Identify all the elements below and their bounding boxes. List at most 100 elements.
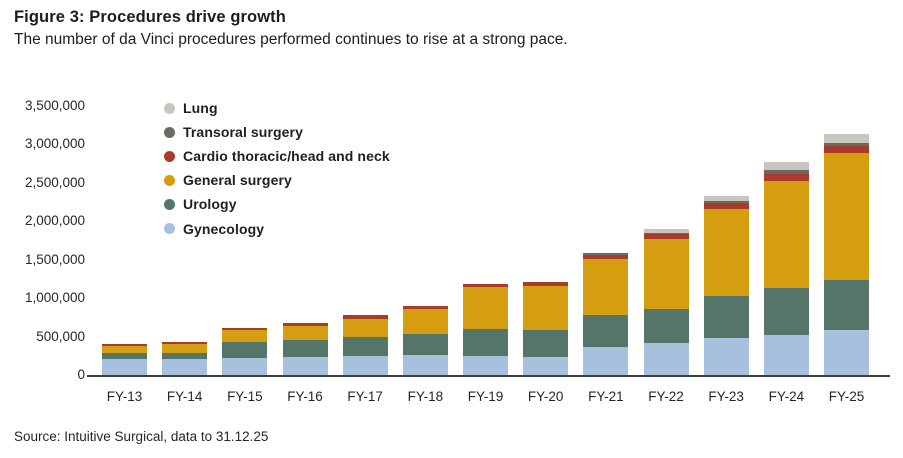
x-tick-label: FY-14 — [166, 389, 203, 404]
bar-segment-cardio-thoracic-head-and-neck — [463, 283, 509, 288]
legend-item-lung: Lung — [164, 100, 218, 116]
bar-segment-general-surgery — [583, 258, 629, 315]
bar-segment-transoral-surgery — [824, 143, 870, 147]
bar-segment-gynecology — [703, 338, 749, 375]
bar-segment-cardio-thoracic-head-and-neck — [162, 341, 208, 345]
bar-segment-urology — [824, 280, 870, 330]
legend-item-urology: Urology — [164, 196, 237, 212]
figure-subtitle: The number of da Vinci procedures perfor… — [14, 31, 568, 48]
bar-segment-general-surgery — [342, 318, 388, 337]
bar-segment-urology — [342, 336, 388, 356]
bar-segment-transoral-surgery — [583, 252, 629, 256]
bar-segment-lung — [703, 195, 749, 202]
bar-segment-transoral-surgery — [763, 170, 809, 174]
bar-segment-urology — [162, 353, 208, 360]
bar-segment-cardio-thoracic-head-and-neck — [643, 234, 689, 240]
bar-segment-urology — [643, 308, 689, 344]
bar-segment-lung — [824, 134, 870, 144]
bar-fy-17 — [342, 315, 388, 375]
bar-segment-cardio-thoracic-head-and-neck — [282, 323, 328, 327]
source-note: Source: Intuitive Surgical, data to 31.1… — [14, 429, 269, 444]
bar-segment-lung — [643, 229, 689, 233]
legend-label: General surgery — [183, 172, 292, 189]
bar-segment-transoral-surgery — [643, 232, 689, 235]
y-tick-label: 1,500,000 — [24, 251, 85, 267]
bar-fy-20 — [523, 281, 569, 375]
x-tick-label: FY-18 — [407, 389, 444, 404]
bar-segment-cardio-thoracic-head-and-neck — [523, 281, 569, 286]
bar-fy-19 — [463, 283, 509, 375]
bar-segment-general-surgery — [162, 344, 208, 354]
bar-segment-gynecology — [643, 343, 689, 375]
bar-segment-urology — [102, 352, 147, 359]
bar-segment-gynecology — [402, 355, 448, 375]
bar-segment-gynecology — [523, 356, 569, 375]
bar-segment-gynecology — [222, 358, 268, 375]
bar-segment-lung — [763, 162, 809, 171]
bar-segment-general-surgery — [523, 285, 569, 330]
bar-fy-25 — [824, 134, 870, 375]
x-tick-label: FY-21 — [588, 389, 624, 404]
legend-swatch-icon — [164, 126, 175, 138]
bar-fy-22 — [643, 229, 689, 375]
legend-swatch-icon — [164, 102, 175, 114]
bar-segment-urology — [222, 341, 268, 359]
y-tick-label: 0 — [77, 367, 85, 382]
legend-item-general-surgery: General surgery — [164, 172, 292, 188]
bar-segment-gynecology — [763, 335, 809, 375]
x-tick-label: FY-13 — [106, 389, 143, 404]
bar-segment-general-surgery — [463, 287, 509, 329]
bar-segment-urology — [523, 329, 569, 357]
legend-swatch-icon — [164, 198, 175, 210]
legend-swatch-icon — [164, 223, 175, 234]
legend-item-gynecology: Gynecology — [164, 221, 264, 237]
bar-fy-24 — [763, 162, 809, 375]
bar-segment-urology — [703, 295, 749, 339]
bar-segment-gynecology — [102, 358, 147, 375]
x-axis-line — [87, 375, 890, 377]
bar-segment-gynecology — [342, 355, 388, 375]
y-tick-label: 2,000,000 — [24, 213, 85, 229]
bar-segment-cardio-thoracic-head-and-neck — [222, 328, 268, 331]
bar-fy-23 — [703, 195, 749, 375]
bar-segment-cardio-thoracic-head-and-neck — [342, 315, 388, 319]
x-tick-label: FY-19 — [467, 389, 504, 404]
legend-label: Transoral surgery — [183, 124, 303, 141]
x-tick-label: FY-16 — [287, 389, 323, 404]
y-tick-label: 1,000,000 — [24, 290, 85, 306]
bar-fy-16 — [282, 323, 328, 375]
x-tick-label: FY-15 — [227, 389, 263, 404]
legend-item-transoral-surgery: Transoral surgery — [164, 124, 303, 140]
x-tick-label: FY-17 — [347, 389, 383, 404]
bar-segment-general-surgery — [222, 330, 268, 342]
bar-fy-15 — [222, 328, 268, 375]
bar-segment-gynecology — [463, 355, 509, 375]
bar-segment-cardio-thoracic-head-and-neck — [763, 173, 809, 181]
bar-segment-urology — [282, 339, 328, 358]
bar-segment-general-surgery — [763, 180, 809, 289]
y-tick-label: 2,500,000 — [24, 174, 85, 190]
bar-segment-cardio-thoracic-head-and-neck — [402, 305, 448, 309]
bar-fy-18 — [402, 305, 448, 375]
bar-segment-cardio-thoracic-head-and-neck — [824, 146, 870, 154]
legend-item-cardio-thoracic-head-and-neck: Cardio thoracic/head and neck — [164, 148, 390, 164]
bar-segment-urology — [402, 333, 448, 356]
bar-segment-general-surgery — [703, 208, 749, 296]
bar-fy-14 — [162, 341, 208, 375]
bar-segment-general-surgery — [643, 239, 689, 309]
bar-fy-13 — [102, 343, 147, 375]
x-tick-label: FY-22 — [648, 389, 684, 404]
bar-segment-general-surgery — [102, 346, 147, 353]
legend-swatch-icon — [164, 174, 175, 186]
x-tick-label: FY-20 — [527, 389, 564, 404]
legend-label: Lung — [183, 100, 218, 116]
x-tick-label: FY-24 — [768, 389, 805, 404]
y-tick-label: 3,500,000 — [24, 97, 85, 113]
bar-segment-general-surgery — [824, 153, 870, 281]
x-tick-label: FY-25 — [828, 389, 865, 404]
x-tick-label: FY-23 — [708, 389, 744, 404]
bar-segment-urology — [583, 314, 629, 348]
bar-segment-gynecology — [282, 357, 328, 375]
